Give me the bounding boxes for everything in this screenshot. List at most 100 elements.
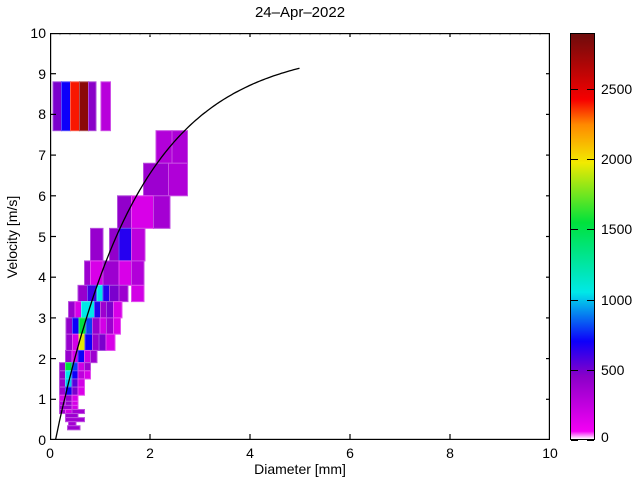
heatmap-cell [100,301,107,319]
heatmap-cell [118,284,129,303]
y-tick-label: 4 [38,269,46,286]
x-tick-label: 6 [346,445,354,461]
colorbar-tick [571,89,578,91]
heatmap-cell [71,378,79,388]
heatmap-cell [113,317,121,335]
heatmap-cell [106,317,114,335]
heatmap-cell [131,195,154,229]
heatmap-cell [113,301,123,319]
heatmap-cell [84,349,91,364]
heatmap-cell [65,417,85,423]
heatmap-cell [59,386,66,396]
y-tick-label: 6 [38,187,46,204]
heatmap-cell [59,378,66,388]
colorbar-tick-label: 2500 [601,81,633,98]
colorbar [570,33,595,441]
colorbar-tick [586,229,594,231]
x-tick-label: 2 [146,445,154,461]
y-tick-label: 2 [38,350,46,367]
heatmap-cell [77,370,85,380]
heatmap-cell [65,394,73,402]
heatmap-cell [61,81,71,132]
heatmap-cells-layer [52,81,188,431]
y-tick-label: 0 [38,432,46,448]
heatmap-cell [100,81,111,132]
heatmap-cell [77,284,88,303]
heatmap-cell [67,425,81,431]
heatmap-cell [131,284,145,303]
heatmap-cell [84,333,93,351]
colorbar-tick-label: 1000 [601,291,633,308]
heatmap-cell [99,317,107,335]
heatmap-cell [59,362,66,372]
colorbar-tick [586,159,594,161]
heatmap-cell [65,333,73,351]
plot-area [50,33,550,440]
heatmap-cell [84,260,91,286]
heatmap-cell [153,195,171,229]
heatmap-cell [106,301,114,319]
heatmap-cell [68,301,76,319]
heatmap-cell [98,333,107,351]
colorbar-tick [571,159,578,161]
heatmap-canvas [50,33,550,440]
heatmap-cell [102,284,110,303]
heatmap-cell [168,162,188,197]
heatmap-cell [90,227,104,262]
y-tick-label: 5 [38,228,46,245]
colorbar-tick [586,440,594,441]
heatmap-cell [74,301,82,319]
heatmap-cell [71,404,79,410]
heatmap-cell [77,349,85,364]
x-tick-label: 8 [446,445,454,461]
heatmap-cell [71,394,79,402]
heatmap-cell [59,370,66,380]
heatmap-cell [77,362,85,372]
heatmap-cell [143,162,169,197]
heatmap-cell [118,227,132,262]
heatmap-cell [84,370,91,380]
heatmap-cell [77,378,85,388]
plot-title: 24–Apr–2022 [254,4,346,21]
colorbar-tick [586,299,594,301]
heatmap-cell [88,81,97,132]
heatmap-cell [68,421,77,427]
colorbar-tick-label: 1500 [601,221,633,238]
heatmap-cell [131,260,145,286]
heatmap-cell [79,81,89,132]
y-tick-label: 7 [38,147,46,164]
colorbar-tick [571,369,578,371]
heatmap-cell [52,81,62,132]
heatmap-cell [105,333,116,351]
y-tick-label: 3 [38,309,46,326]
heatmap-cell [65,400,73,406]
colorbar-tick-label: 2000 [601,151,633,168]
colorbar-tick [571,440,578,441]
heatmap-cell [71,400,79,406]
heatmap-cell [92,333,100,351]
colorbar-tick-label: 0 [601,429,609,445]
heatmap-cell [92,317,101,335]
heatmap-cell [90,349,98,364]
heatmap-cell [81,301,95,319]
colorbar-tick-label: 500 [601,361,625,378]
x-tick-label: 0 [46,445,54,461]
heatmap-cell [94,301,101,319]
heatmap-cell [59,404,73,410]
terminal-velocity-curve [54,67,300,440]
x-axis-label: Diameter [mm] [254,461,346,477]
x-tick-label: 4 [246,445,254,461]
heatmap-cell [72,317,80,335]
heatmap-cell [71,370,79,380]
heatmap-cell [65,413,79,419]
heatmap-cell [71,386,79,396]
heatmap-cell [118,260,132,286]
heatmap-cell [59,400,66,406]
heatmap-cell [70,81,80,132]
heatmap-cell [65,349,73,364]
y-tick-label: 9 [38,65,46,82]
heatmap-cell [65,408,73,415]
axes-box [50,33,550,440]
y-tick-label: 8 [38,106,46,123]
